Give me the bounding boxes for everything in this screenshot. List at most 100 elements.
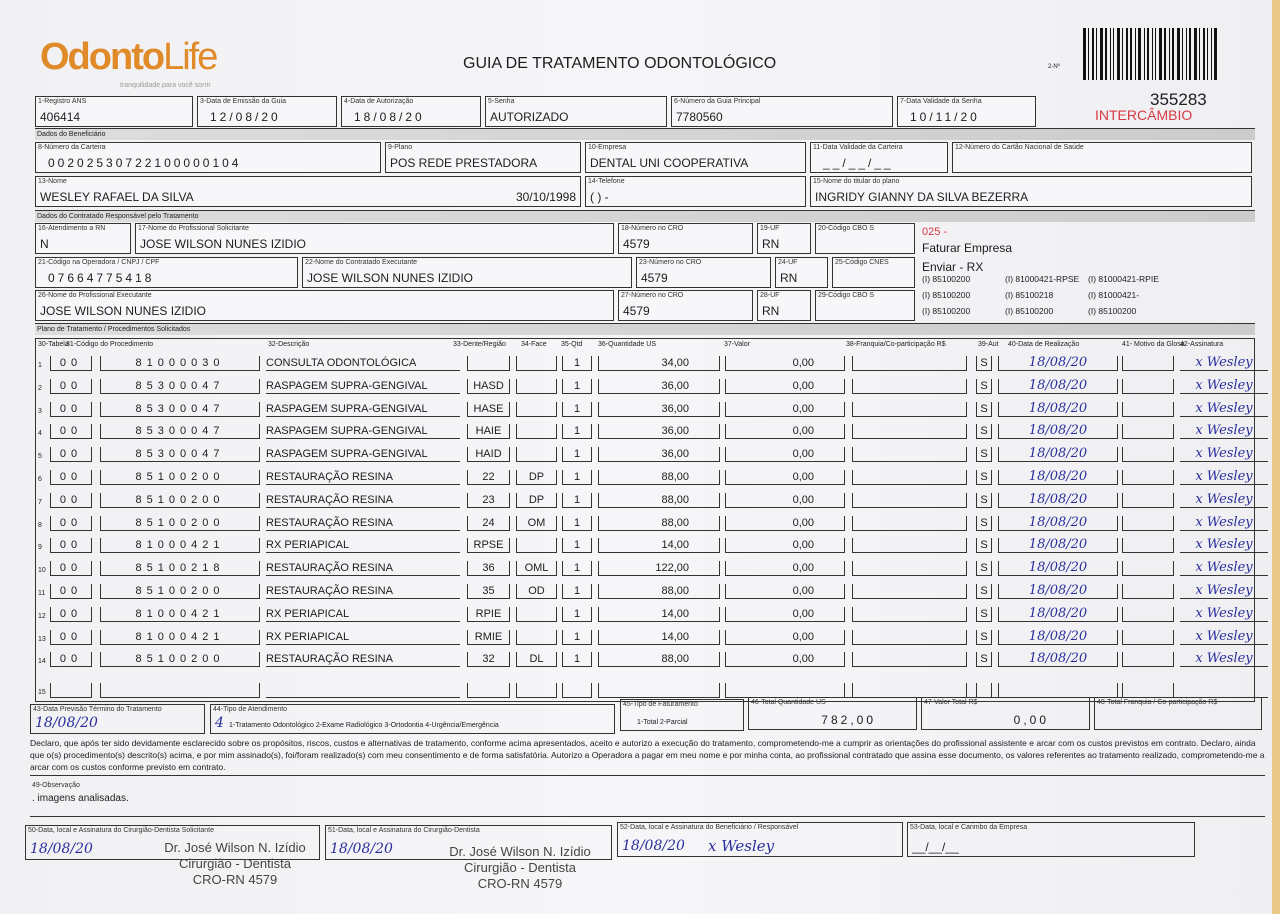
field-label: 21-Código na Operadora / CNPJ / CPF <box>38 259 160 266</box>
cell-dente-regi-o: 22 <box>467 470 510 485</box>
cell-assinatura[interactable]: x Wesley <box>1180 584 1268 599</box>
cell-assinatura[interactable]: x Wesley <box>1180 606 1268 622</box>
field-value: 18/08/20 <box>622 838 685 854</box>
cell-assinatura[interactable]: x Wesley <box>1180 424 1268 440</box>
field-f17[interactable]: 17-Nome do Profissional Solicitante JOSE … <box>135 223 614 254</box>
cell-assinatura[interactable] <box>1180 683 1268 699</box>
field-f13[interactable]: 13-Nome WESLEY RAFAEL DA SILVA 30/10/1998 <box>35 176 581 207</box>
field-f28[interactable]: 28-UF RN <box>757 290 811 321</box>
field-f16[interactable]: 16-Atendimento a RN N <box>35 223 131 254</box>
cell-dente-regi-o: RPIE <box>467 606 510 622</box>
note-code-item: (I) 85100200 <box>922 274 971 284</box>
cell-motivo-da-glosa <box>1122 538 1174 554</box>
field-f23[interactable]: 23-Número no CRO 4579 <box>636 257 771 288</box>
field-options: 1-Total 2-Parcial <box>637 719 688 726</box>
cell-assinatura[interactable]: x Wesley <box>1180 515 1268 531</box>
cell-assinatura[interactable]: x Wesley <box>1180 561 1268 577</box>
field-f20[interactable]: 20-Código CBO S <box>815 223 915 254</box>
field-f29[interactable]: 29-Código CBO S <box>815 290 915 321</box>
cell-aut: S <box>976 538 992 554</box>
field-f6[interactable]: 6-Número da Guia Principal 7780560 <box>671 96 893 127</box>
cell-qtd: 1 <box>562 515 592 531</box>
field-f11[interactable]: 11-Data Validade da Carteira __/__/__ <box>810 142 948 173</box>
cell-data-de-realiza-o[interactable]: 18/08/20 <box>998 515 1118 531</box>
field-f46[interactable]: 46-Total Quantidade US 782,00 <box>748 697 917 730</box>
cell-assinatura[interactable]: x Wesley <box>1180 356 1268 371</box>
cell-quantidade-us: 14,00 <box>598 538 720 554</box>
cell-assinatura[interactable]: x Wesley <box>1180 652 1268 668</box>
field-f22[interactable]: 22-Nome do Contratado Executante JOSE WIL… <box>302 257 632 288</box>
field-f47[interactable]: 47-Valor Total R$ 0,00 <box>921 697 1090 730</box>
cell-tabela: 00 <box>50 424 92 440</box>
cell-data-de-realiza-o[interactable]: 18/08/20 <box>998 652 1118 668</box>
table-row: 11 00 85100200 RESTAURAÇÃO RESINA 35 OD 1 88,00… <box>0 582 1280 602</box>
field-f21[interactable]: 21-Código na Operadora / CNPJ / CPF 07664… <box>35 257 298 288</box>
cell-assinatura[interactable]: x Wesley <box>1180 538 1268 554</box>
field-f50[interactable]: 50-Data, local e Assinatura do Cirurgião… <box>25 825 320 860</box>
field-label: 5-Senha <box>488 98 515 105</box>
cell-motivo-da-glosa <box>1122 492 1174 508</box>
field-f18[interactable]: 18-Número no CRO 4579 <box>618 223 753 254</box>
field-label: 7-Data Validade da Senha <box>900 98 982 105</box>
field-value: 18/08/20 <box>35 715 98 731</box>
field-f51[interactable]: 51-Data, local e Assinatura do Cirurgião… <box>325 825 612 860</box>
cell-data-de-realiza-o[interactable]: 18/08/20 <box>998 401 1118 417</box>
field-f19[interactable]: 19-UF RN <box>757 223 811 254</box>
field-f10[interactable]: 10-Empresa DENTAL UNI COOPERATIVA <box>585 142 806 173</box>
cell-c-digo-do-procedimento: 85100218 <box>100 561 260 577</box>
cell-assinatura[interactable]: x Wesley <box>1180 378 1268 394</box>
field-f14[interactable]: 14-Telefone ( ) - <box>585 176 806 207</box>
field-f24[interactable]: 24-UF RN <box>775 257 828 288</box>
field-f52[interactable]: 52-Data, local e Assinatura do Beneficiá… <box>617 822 903 857</box>
cell-assinatura[interactable]: x Wesley <box>1180 447 1268 463</box>
field-f9[interactable]: 9-Plano POS REDE PRESTADORA <box>385 142 581 173</box>
field-f43[interactable]: 43-Data Previsão Término do Tratamento 18… <box>30 704 205 734</box>
field-f53[interactable]: 53-Data, local e Carimbo da Empresa __/__… <box>907 822 1195 857</box>
field-f7[interactable]: 7-Data Validade da Senha 10/11/20 <box>897 96 1036 127</box>
field-f45[interactable]: 45-Tipo de Faturamento 1-Total 2-Parcial <box>620 699 744 731</box>
cell-quantidade-us: 36,00 <box>598 401 720 417</box>
field-f27[interactable]: 27-Número no CRO 4579 <box>618 290 753 321</box>
cell-data-de-realiza-o[interactable]: 18/08/20 <box>998 356 1118 371</box>
cell-aut: S <box>976 652 992 668</box>
field-value: 00202530722100000104 <box>48 156 242 170</box>
field-value: POS REDE PRESTADORA <box>390 156 538 170</box>
field-f48[interactable]: 48-Total Franquia / Co-participação R$ <box>1094 697 1262 730</box>
field-label: 14-Telefone <box>588 178 625 185</box>
cell-data-de-realiza-o[interactable]: 18/08/20 <box>998 470 1118 485</box>
cell-data-de-realiza-o[interactable]: 18/08/20 <box>998 447 1118 463</box>
field-f15[interactable]: 15-Nome do titular do plano INGRIDY GIANN… <box>810 176 1252 207</box>
cell-dente-regi-o <box>467 683 510 699</box>
cell-data-de-realiza-o[interactable]: 18/08/20 <box>998 378 1118 394</box>
background-edge <box>1272 0 1280 914</box>
field-f4[interactable]: 4-Data de Autorização 18/08/20 <box>341 96 481 127</box>
cell-qtd: 1 <box>562 584 592 599</box>
cell-data-de-realiza-o[interactable]: 18/08/20 <box>998 492 1118 508</box>
cell-data-de-realiza-o[interactable]: 18/08/20 <box>998 424 1118 440</box>
cell-valor: 0,00 <box>725 561 845 577</box>
cell-data-de-realiza-o[interactable]: 18/08/20 <box>998 584 1118 599</box>
cell-motivo-da-glosa <box>1122 356 1174 371</box>
field-f44[interactable]: 44-Tipo de Atendimento 4 1-Tratamento Odon… <box>210 704 615 734</box>
cell-assinatura[interactable]: x Wesley <box>1180 629 1268 645</box>
cell-assinatura[interactable]: x Wesley <box>1180 470 1268 485</box>
field-f25[interactable]: 25-Código CNES <box>832 257 915 288</box>
cell-data-de-realiza-o[interactable]: 18/08/20 <box>998 629 1118 645</box>
cell-assinatura[interactable]: x Wesley <box>1180 401 1268 417</box>
field-f1[interactable]: 1-Registro ANS 406414 <box>35 96 193 127</box>
cell-tabela: 00 <box>50 629 92 645</box>
cell-motivo-da-glosa <box>1122 561 1174 577</box>
cell-data-de-realiza-o[interactable] <box>998 683 1118 699</box>
cell-tabela: 00 <box>50 447 92 463</box>
cell-assinatura[interactable]: x Wesley <box>1180 492 1268 508</box>
cell-data-de-realiza-o[interactable]: 18/08/20 <box>998 538 1118 554</box>
cell-tabela: 00 <box>50 378 92 394</box>
field-f5[interactable]: 5-Senha AUTORIZADO <box>485 96 667 127</box>
field-f12[interactable]: 12-Número do Cartão Nacional de Saúde <box>952 142 1252 173</box>
field-f3[interactable]: 3-Data de Emissão da Guia 12/08/20 <box>197 96 337 127</box>
field-f26[interactable]: 26-Nome do Profissional Executante JOSE W… <box>35 290 614 321</box>
field-f8[interactable]: 8-Número da Carteira 00202530722100000104 <box>35 142 381 173</box>
cell-data-de-realiza-o[interactable]: 18/08/20 <box>998 606 1118 622</box>
cell-data-de-realiza-o[interactable]: 18/08/20 <box>998 561 1118 577</box>
row-number: 15 <box>38 689 46 697</box>
